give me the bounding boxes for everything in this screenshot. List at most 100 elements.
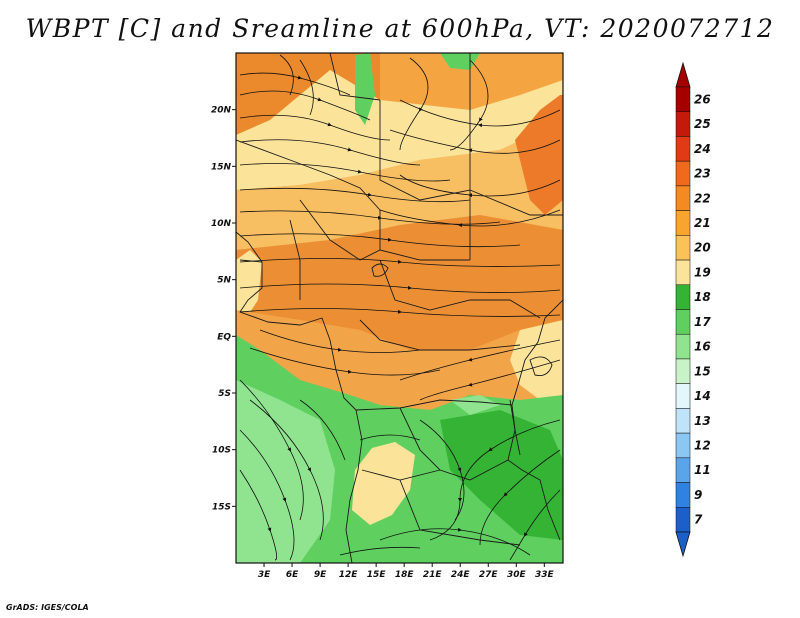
colorbar-label: 21 <box>694 216 711 230</box>
lon-tick-label: 15E <box>367 570 387 580</box>
streamline <box>279 54 294 96</box>
colorbar-label: 14 <box>694 389 711 403</box>
wbpt-region-north-green-patch <box>355 53 375 125</box>
streamline <box>249 347 441 376</box>
colorbar-label: 17 <box>694 315 711 329</box>
colorbar-label: 19 <box>694 265 711 279</box>
wbpt-region-northeast-red <box>515 95 563 215</box>
streamline <box>419 419 465 521</box>
lon-tick-label: 12E <box>339 570 359 580</box>
colorbar-label: 20 <box>694 241 711 255</box>
colorbar: 26 25 24 23 22 21 20 19 18 17 16 15 14 13 12 11 9 7 <box>675 61 711 558</box>
colorbar-swatch <box>675 160 691 187</box>
colorbar-swatch <box>675 432 691 459</box>
lon-tick-label: 18E <box>395 570 415 580</box>
streamline <box>339 546 421 556</box>
border <box>329 53 381 101</box>
border <box>355 399 513 411</box>
map-title: WBPT [C] and Sreamline at 600hPa, VT: 20… <box>25 14 775 43</box>
wbpt-region-light-orange <box>236 120 563 250</box>
lat-tick-label: EQ <box>217 332 231 342</box>
border <box>379 259 541 319</box>
colorbar-swatch <box>675 259 691 286</box>
lon-tick-label: 21E <box>423 570 443 580</box>
streamline <box>379 209 561 228</box>
colorbar-swatch <box>675 210 691 236</box>
border <box>289 219 301 300</box>
lon-tick-label: 9E <box>314 570 327 580</box>
wbpt-region-southeast-dark-green <box>440 410 563 540</box>
streamline <box>239 90 371 121</box>
streamline <box>239 187 471 203</box>
colorbar-bottom-arrow <box>675 531 691 558</box>
streamline <box>509 489 561 561</box>
streamline <box>429 419 561 541</box>
wbpt-region-south-light-green <box>236 380 335 563</box>
streamline <box>299 399 346 461</box>
streamline <box>239 139 421 166</box>
wbpt-region-south-yellow <box>352 442 415 525</box>
colorbar-swatch <box>675 309 691 335</box>
colorbar-swatch <box>675 408 691 434</box>
streamline <box>239 469 278 561</box>
streamlines <box>239 54 561 561</box>
latitude-axis: 20N 15N 10N 5N EQ 5S 10S 15S <box>211 106 236 512</box>
colorbar-label: 11 <box>694 463 711 477</box>
border <box>399 479 521 546</box>
streamline <box>239 258 561 267</box>
wbpt-region-east-yellow <box>510 320 563 400</box>
colorbar-label: 18 <box>694 290 711 304</box>
streamline <box>259 329 421 353</box>
coastline-east-africa <box>507 299 563 541</box>
coastline-west-africa <box>236 231 363 563</box>
colorbar-swatch <box>675 185 691 211</box>
country-borders <box>236 53 563 563</box>
streamline <box>449 59 489 151</box>
lon-tick-label: 27E <box>479 570 499 580</box>
border <box>236 139 381 250</box>
border <box>469 110 563 216</box>
colorbar-label: 16 <box>694 340 711 354</box>
map-frame <box>235 52 564 564</box>
streamline <box>299 59 314 116</box>
streamline <box>239 72 351 96</box>
colorbar-swatch <box>675 333 691 360</box>
longitude-axis: 3E 6E 9E 12E 15E 18E 21E 24E 27E 30E 33E <box>258 563 555 580</box>
streamline <box>479 449 561 546</box>
streamline <box>239 114 391 141</box>
colorbar-swatch <box>675 235 691 261</box>
colorbar-label: 25 <box>694 117 711 131</box>
lake-tanganyika <box>509 399 521 456</box>
colorbar-swatch <box>675 136 691 162</box>
colorbar-label: 26 <box>694 92 711 106</box>
colorbar-label: 9 <box>694 488 702 502</box>
streamline <box>399 57 429 151</box>
colorbar-swatch <box>675 284 691 310</box>
map-panel <box>236 53 563 563</box>
colorbar-top-arrow <box>675 61 691 88</box>
wbpt-region-coastal-green <box>450 395 500 415</box>
colorbar-swatch <box>675 111 691 137</box>
streamline <box>239 379 304 521</box>
lat-tick-label: 5N <box>217 276 231 286</box>
lat-tick-label: 20N <box>211 106 232 116</box>
lat-tick-label: 10S <box>212 446 231 456</box>
colorbar-swatch <box>675 482 691 508</box>
colorbar-swatch <box>675 507 691 533</box>
border <box>379 100 471 260</box>
lake-victoria <box>529 356 553 376</box>
lon-tick-label: 3E <box>258 570 271 580</box>
grads-credit: GrADS: IGES/COLA <box>6 603 89 612</box>
colorbar-label: 12 <box>694 438 711 452</box>
streamline <box>239 429 295 561</box>
border <box>239 259 263 263</box>
streamline <box>239 308 561 317</box>
lon-tick-label: 30E <box>507 570 527 580</box>
colorbar-swatch <box>675 358 691 384</box>
lon-tick-label: 33E <box>535 570 555 580</box>
lake-chad <box>371 263 389 277</box>
lat-tick-label: 5S <box>218 389 231 399</box>
colorbar-label: 24 <box>694 142 711 156</box>
colorbar-label: 15 <box>694 364 711 378</box>
